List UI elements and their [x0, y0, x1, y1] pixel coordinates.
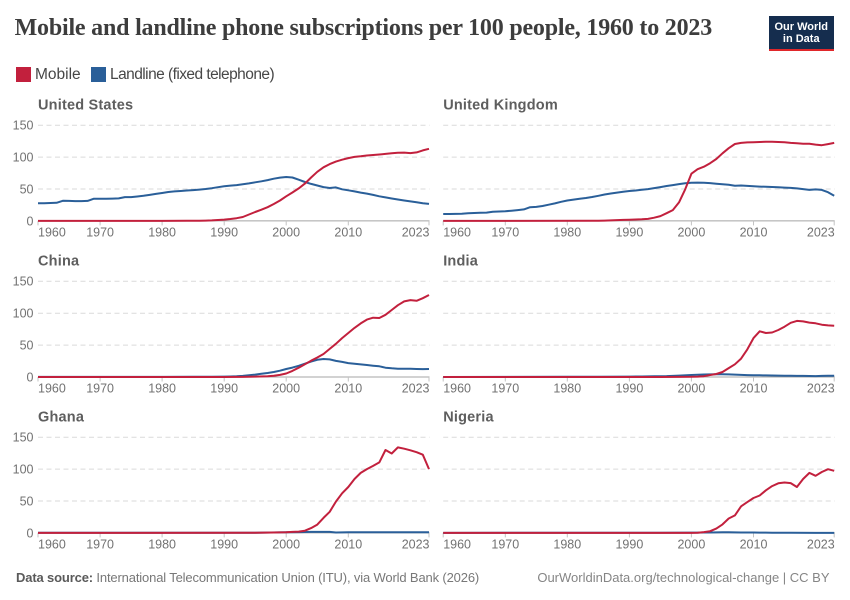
svg-text:1980: 1980 [553, 226, 581, 240]
svg-text:1980: 1980 [148, 538, 176, 552]
svg-text:150: 150 [13, 275, 34, 289]
svg-text:150: 150 [13, 119, 34, 133]
svg-text:1960: 1960 [443, 538, 471, 552]
svg-text:1970: 1970 [491, 538, 519, 552]
svg-text:2010: 2010 [740, 226, 768, 240]
svg-text:2000: 2000 [677, 382, 705, 396]
svg-text:1980: 1980 [553, 382, 581, 396]
svg-text:2023: 2023 [807, 538, 835, 552]
svg-text:1970: 1970 [86, 226, 114, 240]
svg-text:1970: 1970 [86, 538, 114, 552]
svg-text:50: 50 [20, 182, 34, 196]
svg-text:1990: 1990 [210, 382, 238, 396]
svg-text:50: 50 [20, 339, 34, 353]
svg-text:2010: 2010 [740, 382, 768, 396]
svg-text:1980: 1980 [148, 382, 176, 396]
svg-text:United States: United States [38, 98, 133, 114]
svg-text:2023: 2023 [807, 382, 835, 396]
svg-text:0: 0 [27, 370, 34, 384]
svg-text:2023: 2023 [807, 226, 835, 240]
svg-text:1970: 1970 [86, 382, 114, 396]
svg-text:1970: 1970 [491, 382, 519, 396]
svg-text:2000: 2000 [677, 538, 705, 552]
svg-text:Ghana: Ghana [38, 410, 85, 426]
svg-text:1990: 1990 [615, 226, 643, 240]
svg-text:50: 50 [20, 494, 34, 508]
svg-text:2023: 2023 [402, 382, 430, 396]
svg-text:2000: 2000 [272, 382, 300, 396]
svg-text:1960: 1960 [38, 226, 66, 240]
svg-text:100: 100 [13, 151, 34, 165]
svg-text:2023: 2023 [402, 226, 430, 240]
svg-text:United Kingdom: United Kingdom [443, 98, 558, 114]
svg-text:Nigeria: Nigeria [443, 410, 494, 426]
svg-text:100: 100 [13, 307, 34, 321]
svg-text:1960: 1960 [38, 382, 66, 396]
svg-text:2010: 2010 [334, 538, 362, 552]
svg-text:2010: 2010 [740, 538, 768, 552]
svg-text:1960: 1960 [443, 382, 471, 396]
svg-text:150: 150 [13, 431, 34, 445]
svg-text:0: 0 [27, 214, 34, 228]
svg-text:2010: 2010 [334, 382, 362, 396]
svg-text:2000: 2000 [272, 538, 300, 552]
svg-text:2000: 2000 [272, 226, 300, 240]
svg-text:2010: 2010 [334, 226, 362, 240]
svg-text:1960: 1960 [443, 226, 471, 240]
svg-text:1990: 1990 [210, 538, 238, 552]
svg-text:1970: 1970 [491, 226, 519, 240]
svg-text:2023: 2023 [402, 538, 430, 552]
svg-text:China: China [38, 254, 80, 270]
svg-text:1990: 1990 [615, 538, 643, 552]
svg-text:1990: 1990 [210, 226, 238, 240]
svg-text:2000: 2000 [677, 226, 705, 240]
svg-text:India: India [443, 254, 479, 270]
svg-text:1990: 1990 [615, 382, 643, 396]
svg-text:0: 0 [27, 526, 34, 540]
svg-text:1980: 1980 [553, 538, 581, 552]
svg-text:100: 100 [13, 463, 34, 477]
svg-text:1960: 1960 [38, 538, 66, 552]
svg-text:1980: 1980 [148, 226, 176, 240]
